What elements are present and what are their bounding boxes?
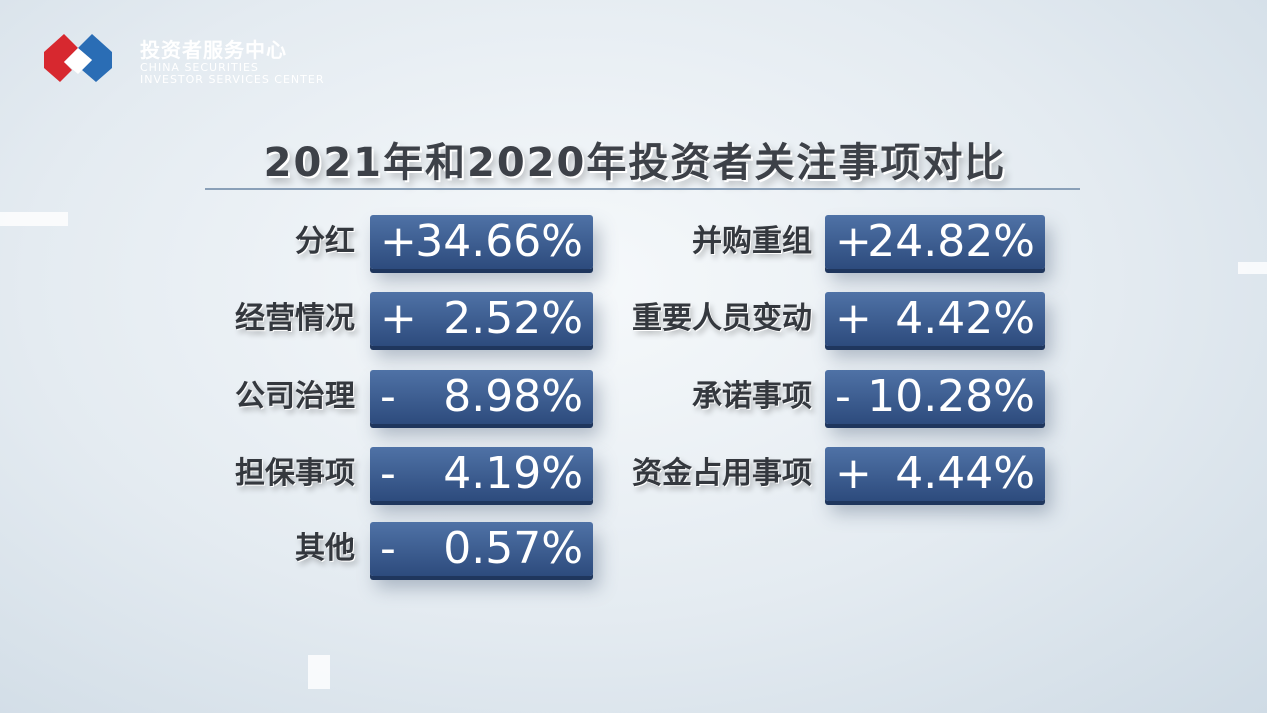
logo (44, 34, 112, 82)
title: 2021年和2020年投资者关注事项对比 (263, 140, 1007, 186)
item-value: 4.42% (895, 293, 1035, 344)
item-box: -8.98% (370, 370, 593, 424)
item-value: 34.66% (415, 216, 583, 267)
item-box: +4.42% (825, 292, 1045, 346)
item-box: -0.57% (370, 522, 593, 576)
item-sign: - (380, 371, 396, 422)
org-name-en: INVESTOR SERVICES CENTER (140, 73, 325, 86)
item-label: 资金占用事项 (632, 456, 812, 491)
title-rule (205, 188, 1080, 190)
org-name-en: CHINA SECURITIES (140, 61, 259, 74)
item-value: 4.19% (443, 448, 583, 499)
item-sign: + (835, 448, 872, 499)
item-value: 10.28% (867, 371, 1035, 422)
item-label: 担保事项 (235, 456, 355, 491)
item-value: 24.82% (867, 216, 1035, 267)
item-label: 重要人员变动 (632, 301, 812, 336)
item-box: +24.82% (825, 215, 1045, 269)
item-label: 承诺事项 (692, 379, 812, 414)
decoration (1238, 262, 1267, 274)
decoration (308, 655, 330, 689)
item-label: 经营情况 (235, 301, 355, 336)
item-sign: + (835, 216, 872, 267)
item-value: 2.52% (443, 293, 583, 344)
org-name: 投资者服务中心 (140, 38, 287, 62)
item-label: 分红 (295, 224, 355, 259)
item-box: +34.66% (370, 215, 593, 269)
item-label: 公司治理 (235, 379, 355, 414)
item-value: 8.98% (443, 371, 583, 422)
item-label: 其他 (295, 531, 355, 566)
item-sign: - (380, 523, 396, 574)
item-sign: + (835, 293, 872, 344)
item-value: 0.57% (443, 523, 583, 574)
item-box: -10.28% (825, 370, 1045, 424)
item-sign: + (380, 216, 417, 267)
decoration (0, 212, 68, 226)
item-box: +4.44% (825, 447, 1045, 501)
item-box: -4.19% (370, 447, 593, 501)
item-sign: + (380, 293, 417, 344)
item-value: 4.44% (895, 448, 1035, 499)
item-sign: - (380, 448, 396, 499)
item-sign: - (835, 371, 851, 422)
item-box: +2.52% (370, 292, 593, 346)
item-label: 并购重组 (692, 224, 812, 259)
